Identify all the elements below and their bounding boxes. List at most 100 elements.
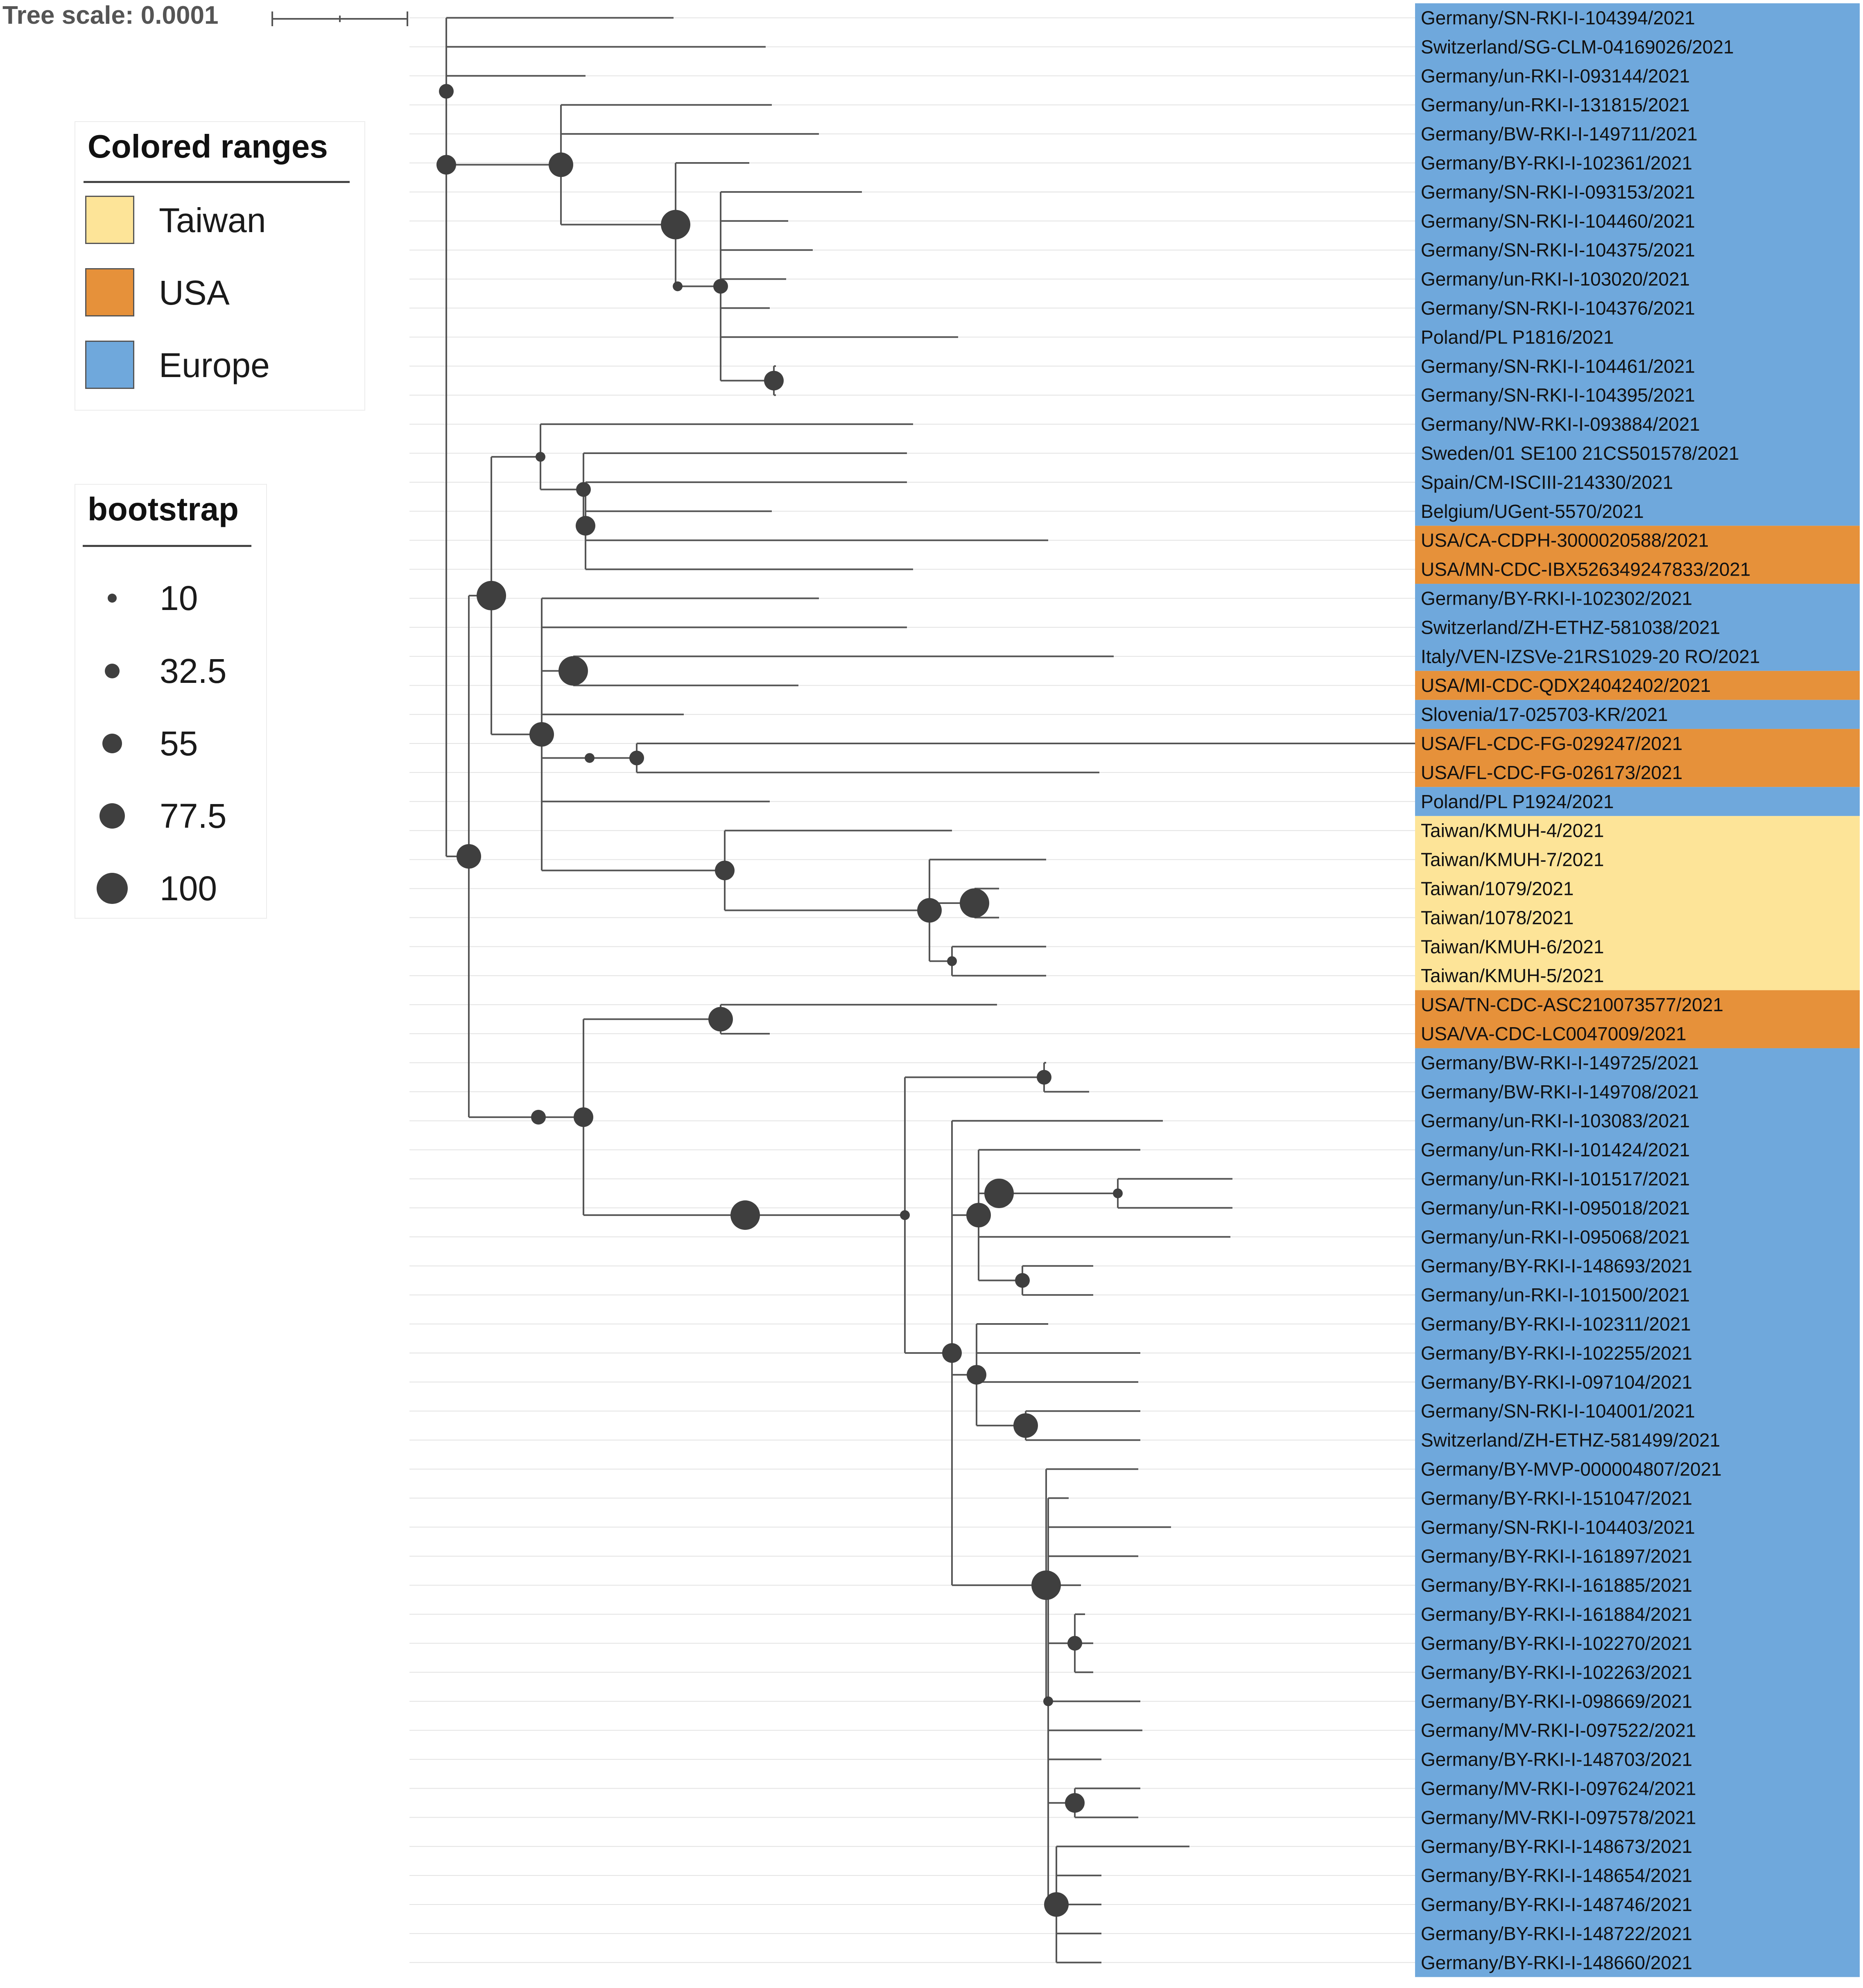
- tip-label: Switzerland/ZH-ETHZ-581038/2021: [1421, 617, 1720, 638]
- tip-label: USA/TN-CDC-ASC210073577/2021: [1421, 994, 1723, 1015]
- bootstrap-item-32-5: 32.5: [75, 642, 266, 695]
- tip-label: Germany/un-RKI-I-103020/2021: [1421, 269, 1690, 290]
- bootstrap-item-55: 55: [75, 714, 266, 767]
- tip-label: Switzerland/SG-CLM-04169026/2021: [1421, 36, 1734, 57]
- bootstrap-node-dot: [1065, 1793, 1085, 1813]
- tip-label: USA/VA-CDC-LC0047009/2021: [1421, 1023, 1687, 1044]
- tip-label: Germany/NW-RKI-I-093884/2021: [1421, 413, 1700, 435]
- colored-range-band: [1415, 700, 1860, 729]
- bootstrap-node-dot: [531, 1109, 546, 1125]
- tip-label: Germany/SN-RKI-I-104460/2021: [1421, 210, 1695, 232]
- tip-label: Germany/BW-RKI-I-149708/2021: [1421, 1081, 1699, 1102]
- usa-swatch: [85, 268, 134, 316]
- bootstrap-node-dot: [947, 956, 957, 966]
- tip-label: Germany/BY-RKI-I-148746/2021: [1421, 1894, 1692, 1915]
- tip-label: Germany/BY-RKI-I-161884/2021: [1421, 1604, 1692, 1625]
- bootstrap-item-10: 10: [75, 569, 266, 622]
- tip-label: Germany/BY-RKI-I-148654/2021: [1421, 1865, 1692, 1886]
- tip-label: Germany/SN-RKI-I-093153/2021: [1421, 181, 1695, 203]
- colored-range-band: [1415, 671, 1860, 700]
- bootstrap-label-10: 10: [160, 579, 198, 617]
- tip-label: Germany/SN-RKI-I-104001/2021: [1421, 1401, 1695, 1422]
- legend-divider: [83, 545, 251, 547]
- colored-range-band: [1415, 816, 1860, 990]
- tip-label: Germany/BY-MVP-000004807/2021: [1421, 1459, 1722, 1480]
- bootstrap-node-dot: [942, 1343, 962, 1363]
- tip-label: Germany/BY-RKI-I-102302/2021: [1421, 588, 1692, 609]
- bootstrap-node-dot: [967, 1365, 986, 1385]
- tip-label: USA/MN-CDC-IBX526349247833/2021: [1421, 559, 1750, 580]
- tip-label: Taiwan/KMUH-6/2021: [1421, 936, 1604, 957]
- colored-range-band: [1415, 787, 1860, 816]
- taiwan-swatch: [85, 196, 134, 244]
- bootstrap-item-100: 100: [75, 859, 266, 912]
- bootstrap-node-dot: [457, 844, 481, 869]
- bootstrap-node-dot: [966, 1203, 991, 1228]
- tip-label: Spain/CM-ISCIII-214330/2021: [1421, 472, 1673, 493]
- bootstrap-node-dot: [536, 452, 545, 462]
- bootstrap-legend-title: bootstrap: [88, 491, 239, 527]
- bootstrap-label-77-5: 77.5: [160, 797, 227, 835]
- tip-label: Germany/BY-RKI-I-148703/2021: [1421, 1749, 1692, 1770]
- bootstrap-node-dot: [1031, 1570, 1061, 1600]
- tip-label: Slovenia/17-025703-KR/2021: [1421, 704, 1668, 725]
- tip-label: Belgium/UGent-5570/2021: [1421, 501, 1644, 522]
- tip-label: Italy/VEN-IZSVe-21RS1029-20 RO/2021: [1421, 646, 1760, 667]
- legend-item-europe: Europe: [75, 341, 364, 394]
- colored-ranges-legend: Colored ranges Taiwan USA Europe: [75, 121, 365, 411]
- colored-range-band: [1415, 990, 1860, 1048]
- tip-label: Germany/BY-RKI-I-161885/2021: [1421, 1575, 1692, 1596]
- bootstrap-node-dot: [477, 581, 506, 610]
- legend-divider: [84, 181, 350, 183]
- tip-label: Germany/BY-RKI-I-102270/2021: [1421, 1633, 1692, 1654]
- bootstrap-node-dot: [730, 1200, 760, 1230]
- tip-label: Germany/un-RKI-I-093144/2021: [1421, 65, 1690, 86]
- tip-label: Germany/BY-RKI-I-098669/2021: [1421, 1691, 1692, 1712]
- tip-label: Germany/un-RKI-I-101500/2021: [1421, 1284, 1690, 1306]
- europe-swatch: [85, 341, 134, 389]
- bootstrap-legend: bootstrap 10 32.5 55 77.5 100: [75, 484, 267, 919]
- colored-range-band: [1415, 1048, 1860, 1977]
- tip-label: Germany/un-RKI-I-095018/2021: [1421, 1197, 1690, 1218]
- bootstrap-node-dot: [1015, 1273, 1030, 1288]
- bootstrap-node-dot: [574, 1107, 593, 1127]
- bootstrap-node-dot: [764, 370, 784, 391]
- bootstrap-node-dot: [900, 1210, 910, 1220]
- tip-label: Germany/SN-RKI-I-104461/2021: [1421, 355, 1695, 377]
- bootstrap-node-dot: [1043, 1696, 1053, 1706]
- bootstrap-size-dot: [97, 873, 128, 904]
- bootstrap-node-dot: [960, 888, 989, 918]
- tip-label: Germany/BY-RKI-I-102311/2021: [1421, 1313, 1691, 1335]
- bootstrap-node-dot: [1013, 1413, 1038, 1438]
- bootstrap-node-dot: [558, 656, 588, 686]
- bootstrap-size-dot: [99, 803, 125, 829]
- colored-ranges-legend-title: Colored ranges: [88, 128, 328, 165]
- tip-label: Taiwan/KMUH-5/2021: [1421, 965, 1604, 986]
- tip-label: Germany/BY-RKI-I-097104/2021: [1421, 1371, 1692, 1393]
- bootstrap-node-dot: [436, 155, 456, 175]
- colored-range-band: [1415, 526, 1860, 584]
- tip-label: Germany/BY-RKI-I-148722/2021: [1421, 1923, 1692, 1944]
- colored-range-band: [1415, 3, 1860, 526]
- bootstrap-node-dot: [439, 84, 454, 99]
- tip-label: Germany/BY-RKI-I-161897/2021: [1421, 1545, 1692, 1567]
- tip-label: Germany/BW-RKI-I-149711/2021: [1421, 123, 1698, 145]
- legend-label-europe: Europe: [159, 346, 270, 384]
- tip-label: Germany/un-RKI-I-095068/2021: [1421, 1226, 1690, 1247]
- bootstrap-node-dot: [629, 750, 644, 766]
- tip-label: Germany/BY-RKI-I-148673/2021: [1421, 1836, 1692, 1857]
- tip-label: Germany/un-RKI-I-101424/2021: [1421, 1139, 1690, 1161]
- colored-range-band: [1415, 729, 1860, 787]
- bootstrap-label-100: 100: [160, 869, 217, 908]
- tip-label: Taiwan/1079/2021: [1421, 878, 1574, 899]
- tip-label: Taiwan/KMUH-7/2021: [1421, 849, 1604, 870]
- tip-label: Germany/BY-RKI-I-151047/2021: [1421, 1487, 1692, 1509]
- tip-label: Germany/SN-RKI-I-104394/2021: [1421, 7, 1695, 29]
- tip-label: Germany/SN-RKI-I-104375/2021: [1421, 239, 1695, 261]
- bootstrap-node-dot: [713, 279, 728, 294]
- tip-label: Poland/PL P1924/2021: [1421, 791, 1614, 812]
- bootstrap-node-dot: [585, 753, 595, 763]
- tip-label: Germany/un-RKI-I-131815/2021: [1421, 94, 1690, 115]
- legend-item-usa: USA: [75, 268, 364, 321]
